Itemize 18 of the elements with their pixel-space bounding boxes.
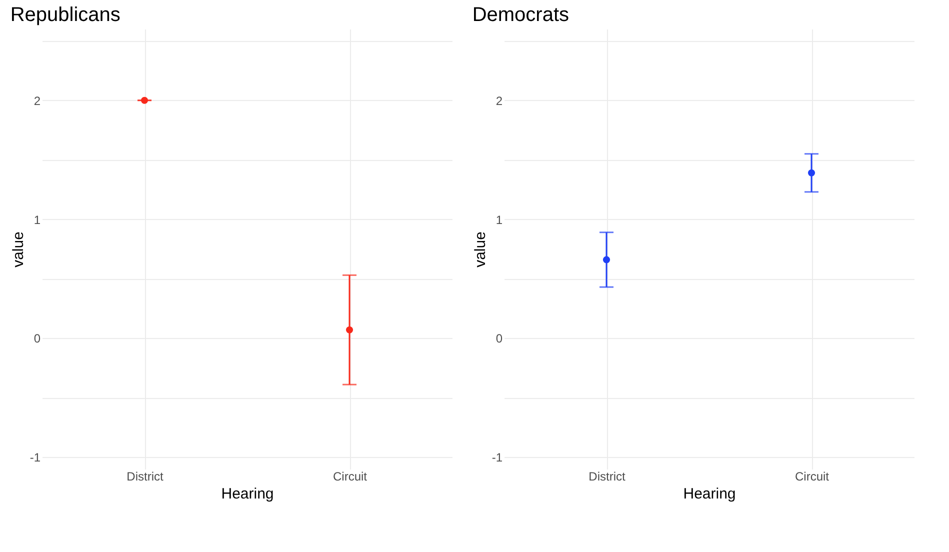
- y-tick-label: 0: [34, 332, 41, 346]
- y-axis-title: value: [10, 232, 27, 268]
- x-tick-label: District: [126, 470, 164, 484]
- chart-title: Republicans: [10, 4, 120, 26]
- y-tick-label: 1: [496, 212, 503, 227]
- y-tick-label: 2: [34, 94, 41, 108]
- x-tick-label: Circuit: [794, 470, 830, 484]
- chart-title: Democrats: [472, 4, 570, 26]
- y-tick-label: 2: [496, 94, 503, 108]
- y-tick-label: 0: [496, 332, 503, 346]
- y-tick-label: -1: [492, 450, 503, 465]
- y-tick-label: -1: [30, 450, 41, 465]
- y-axis-title: value: [472, 232, 489, 268]
- x-tick-label: Circuit: [332, 470, 368, 484]
- x-axis-title: Hearing: [221, 486, 274, 502]
- x-axis-title: Hearing: [683, 486, 736, 502]
- x-tick-label: District: [588, 470, 626, 484]
- y-tick-label: 1: [34, 212, 41, 227]
